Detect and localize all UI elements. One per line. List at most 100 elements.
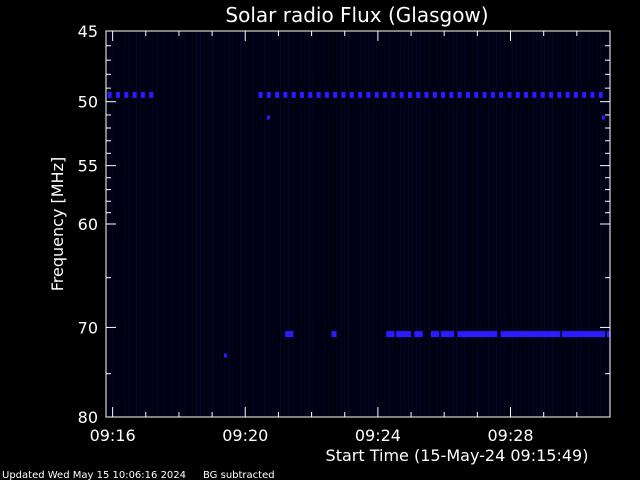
noise-column: [428, 31, 430, 417]
plot-background: [106, 31, 610, 417]
signal-band-49.5mhz: [524, 91, 529, 98]
noise-column: [384, 31, 386, 417]
noise-column: [224, 31, 226, 417]
noise-column: [248, 31, 250, 417]
noise-column: [588, 31, 590, 417]
noise-column: [316, 31, 318, 417]
noise-column: [152, 31, 154, 417]
signal-band-49.5mhz: [358, 91, 363, 98]
noise-column: [180, 31, 182, 417]
noise-column: [452, 31, 454, 417]
noise-column: [568, 31, 570, 417]
signal-band-49.5mhz: [582, 91, 587, 98]
noise-column: [528, 31, 530, 417]
signal-band-49.5mhz: [316, 91, 321, 98]
y-tick-label: 55: [78, 157, 98, 176]
noise-column: [148, 31, 150, 417]
signal-band-49.5mhz: [333, 91, 338, 98]
noise-column: [456, 31, 458, 417]
noise-column: [404, 31, 406, 417]
noise-column: [176, 31, 178, 417]
noise-column: [116, 31, 118, 417]
noise-column: [444, 31, 446, 417]
x-axis-ticks: 09:16 09:20 09:24 09:28: [90, 31, 611, 445]
footer-note: BG subtracted: [203, 470, 275, 480]
noise-column: [412, 31, 414, 417]
signal-band-49.5mhz: [590, 91, 595, 98]
signal-band-49.5mhz: [283, 91, 288, 98]
noise-column: [544, 31, 546, 417]
signal-band-49.5mhz: [407, 91, 412, 98]
noise-column: [344, 31, 346, 417]
y-tick-label: 80: [78, 408, 98, 427]
noise-column: [204, 31, 206, 417]
signal-band-70.7mhz: [606, 331, 610, 338]
noise-column: [416, 31, 418, 417]
y-tick-label: 60: [78, 215, 98, 234]
x-tick-label: 09:24: [355, 426, 401, 445]
signal-band-49.5mhz: [598, 91, 603, 98]
noise-column: [564, 31, 566, 417]
noise-column: [436, 31, 438, 417]
signal-band-49.5mhz: [557, 91, 562, 98]
noise-column: [424, 31, 426, 417]
noise-column: [200, 31, 202, 417]
noise-column: [480, 31, 482, 417]
noise-column: [392, 31, 394, 417]
signal-band-49.5mhz: [507, 91, 512, 98]
signal-band-49.5mhz: [432, 91, 437, 98]
noise-column: [420, 31, 422, 417]
noise-column: [376, 31, 378, 417]
signal-band-49.5mhz: [258, 91, 263, 98]
signal-band-49.5mhz: [275, 91, 280, 98]
signal-band-49.5mhz: [424, 91, 429, 98]
signal-band-49.5mhz: [324, 91, 329, 98]
noise-column: [476, 31, 478, 417]
x-tick-label: 09:20: [222, 426, 268, 445]
noise-column: [448, 31, 450, 417]
noise-column: [244, 31, 246, 417]
signal-band-49.5mhz: [474, 91, 479, 98]
signal-band-49.5mhz: [308, 91, 313, 98]
noise-column: [464, 31, 466, 417]
noise-column: [352, 31, 354, 417]
noise-column: [268, 31, 270, 417]
signal-band-49.5mhz: [540, 91, 545, 98]
noise-column: [324, 31, 326, 417]
noise-column: [140, 31, 142, 417]
noise-column: [172, 31, 174, 417]
x-axis-label: Start Time (15-May-24 09:15:49): [326, 446, 589, 465]
signal-band-49.5mhz: [399, 91, 404, 98]
noise-column: [488, 31, 490, 417]
signal-band-49.5mhz: [149, 91, 154, 98]
signal-band-70.7mhz: [331, 331, 337, 338]
signal-spot: [267, 115, 270, 120]
signal-band-70.7mhz: [430, 331, 440, 338]
noise-column: [164, 31, 166, 417]
signal-band-49.5mhz: [466, 91, 470, 98]
noise-column: [548, 31, 550, 417]
noise-column: [380, 31, 382, 417]
noise-column: [500, 31, 502, 417]
noise-column: [576, 31, 578, 417]
signal-band-70.7mhz: [457, 331, 498, 338]
signal-band-49.5mhz: [482, 91, 487, 98]
signal-band-49.5mhz: [499, 91, 504, 98]
signal-band-49.5mhz: [300, 91, 304, 98]
noise-column: [496, 31, 498, 417]
y-axis-label: Frequency [MHz]: [48, 157, 67, 291]
signal-band-49.5mhz: [266, 91, 271, 98]
noise-column: [460, 31, 462, 417]
noise-column: [292, 31, 294, 417]
signal-band-70.7mhz: [285, 331, 294, 338]
signal-band-49.5mhz: [573, 91, 578, 98]
noise-column: [508, 31, 510, 417]
noise-column: [252, 31, 254, 417]
noise-column: [360, 31, 362, 417]
signal-band-49.5mhz: [565, 91, 570, 98]
signal-band-49.5mhz: [515, 91, 520, 98]
noise-column: [388, 31, 390, 417]
x-tick-label: 09:28: [487, 426, 533, 445]
noise-column: [184, 31, 186, 417]
signal-spot: [223, 353, 227, 358]
